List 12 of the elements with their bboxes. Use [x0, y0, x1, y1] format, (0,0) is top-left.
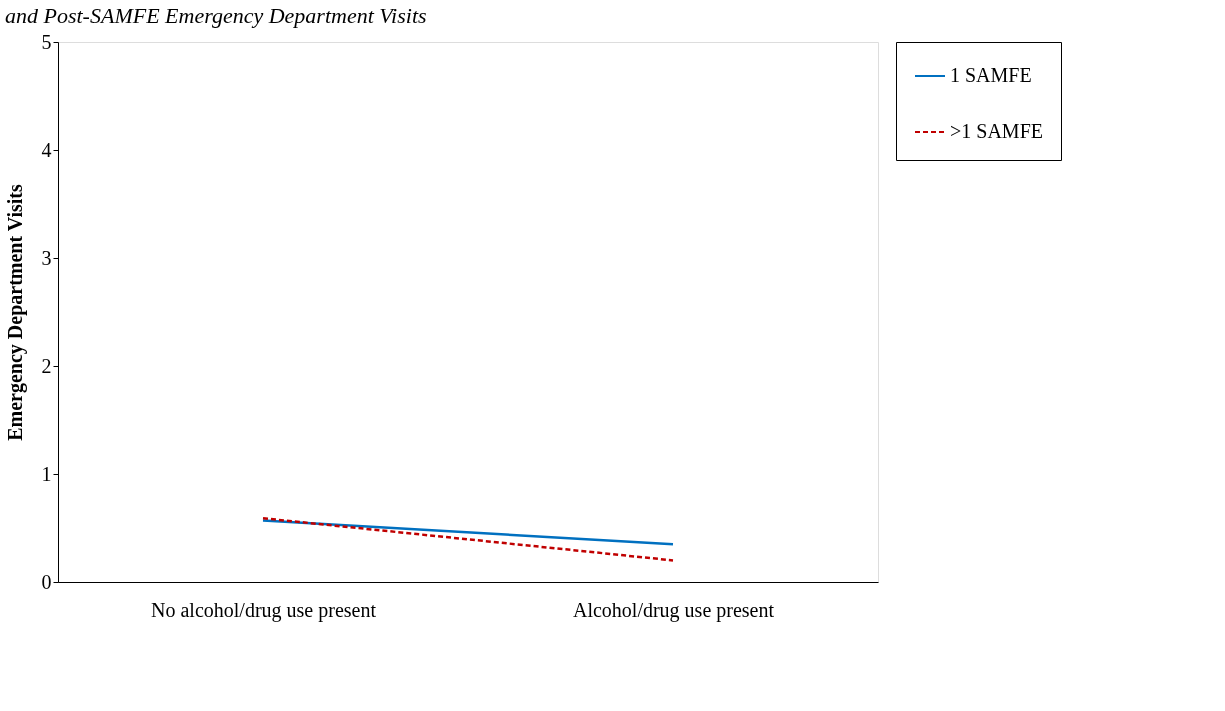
y-tick-label: 0 [41, 570, 52, 593]
chart-title: and Post-SAMFE Emergency Department Visits [5, 3, 427, 28]
y-tick-label: 4 [41, 138, 52, 161]
legend-label: >1 SAMFE [950, 120, 1043, 142]
y-tick-label: 1 [41, 462, 52, 485]
x-tick-label: Alcohol/drug use present [572, 598, 775, 622]
legend-label: 1 SAMFE [950, 64, 1032, 86]
y-tick-label: 2 [41, 354, 52, 377]
y-tick-label: 5 [41, 30, 52, 53]
x-tick-label: No alcohol/drug use present [151, 598, 377, 622]
y-tick-label: 3 [41, 246, 52, 269]
y-axis-title: Emergency Department Visits [3, 183, 27, 441]
